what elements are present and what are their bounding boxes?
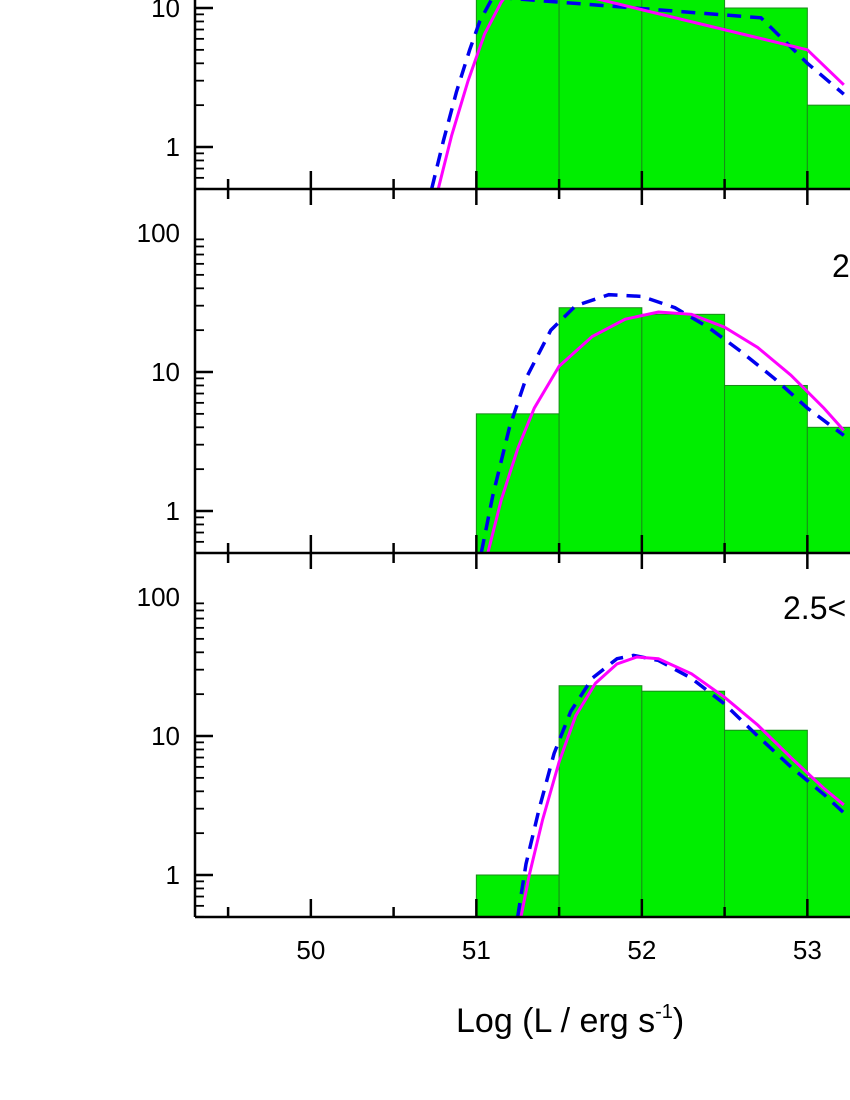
x-tick-label: 50 xyxy=(296,935,325,965)
panel-1-dashed-curve xyxy=(429,0,845,190)
panel-2-solid-curve xyxy=(486,310,845,554)
panel-3-bar-3 xyxy=(641,690,726,918)
panel-2-bar-1 xyxy=(475,413,560,554)
panel-1-bar-2 xyxy=(558,0,643,190)
x-tick-label: 52 xyxy=(627,935,656,965)
panel-2-dashed-curve xyxy=(479,292,845,554)
panel-3-bar-2 xyxy=(558,685,643,918)
x-tick-label: 53 xyxy=(793,935,822,965)
panel-2: 1 10 100 2 xyxy=(137,189,850,569)
y-tick-label: 10 xyxy=(151,721,180,751)
panel-3-bar-5 xyxy=(806,777,850,918)
panel-1-solid-curve xyxy=(436,0,845,190)
y-tick-label: 10 xyxy=(151,357,180,387)
y-tick-label: 100 xyxy=(137,582,180,612)
panel-3: 1 10 100 2.5< xyxy=(137,553,850,919)
x-tick-label: 51 xyxy=(462,935,491,965)
panel-3-label: 2.5< xyxy=(783,590,846,626)
panel-2-bar-5 xyxy=(806,426,850,554)
panel-1-bar-5 xyxy=(806,104,850,190)
panel-3-dashed-curve xyxy=(515,653,845,918)
panel-1-bar-3 xyxy=(641,0,726,190)
panel-2-bar-2 xyxy=(558,307,643,554)
panel-2-bar-4 xyxy=(724,384,808,554)
y-tick-label: 100 xyxy=(137,218,180,248)
panel-1: 1 10 xyxy=(151,0,850,205)
y-tick-label: 1 xyxy=(166,860,180,890)
y-tick-label: 1 xyxy=(166,132,180,162)
x-axis-title: Log (L / erg s-1) xyxy=(456,1001,684,1040)
panel-3-solid-curve xyxy=(519,655,845,918)
panel-3-bar-4 xyxy=(724,729,808,918)
y-tick-label: 10 xyxy=(151,0,180,23)
panel-2-label: 2 xyxy=(832,248,850,284)
panel-1-bar-4 xyxy=(724,7,808,190)
y-tick-label: 1 xyxy=(166,496,180,526)
panel-1-bar-1 xyxy=(475,0,560,190)
panel-2-bar-3 xyxy=(641,313,726,554)
